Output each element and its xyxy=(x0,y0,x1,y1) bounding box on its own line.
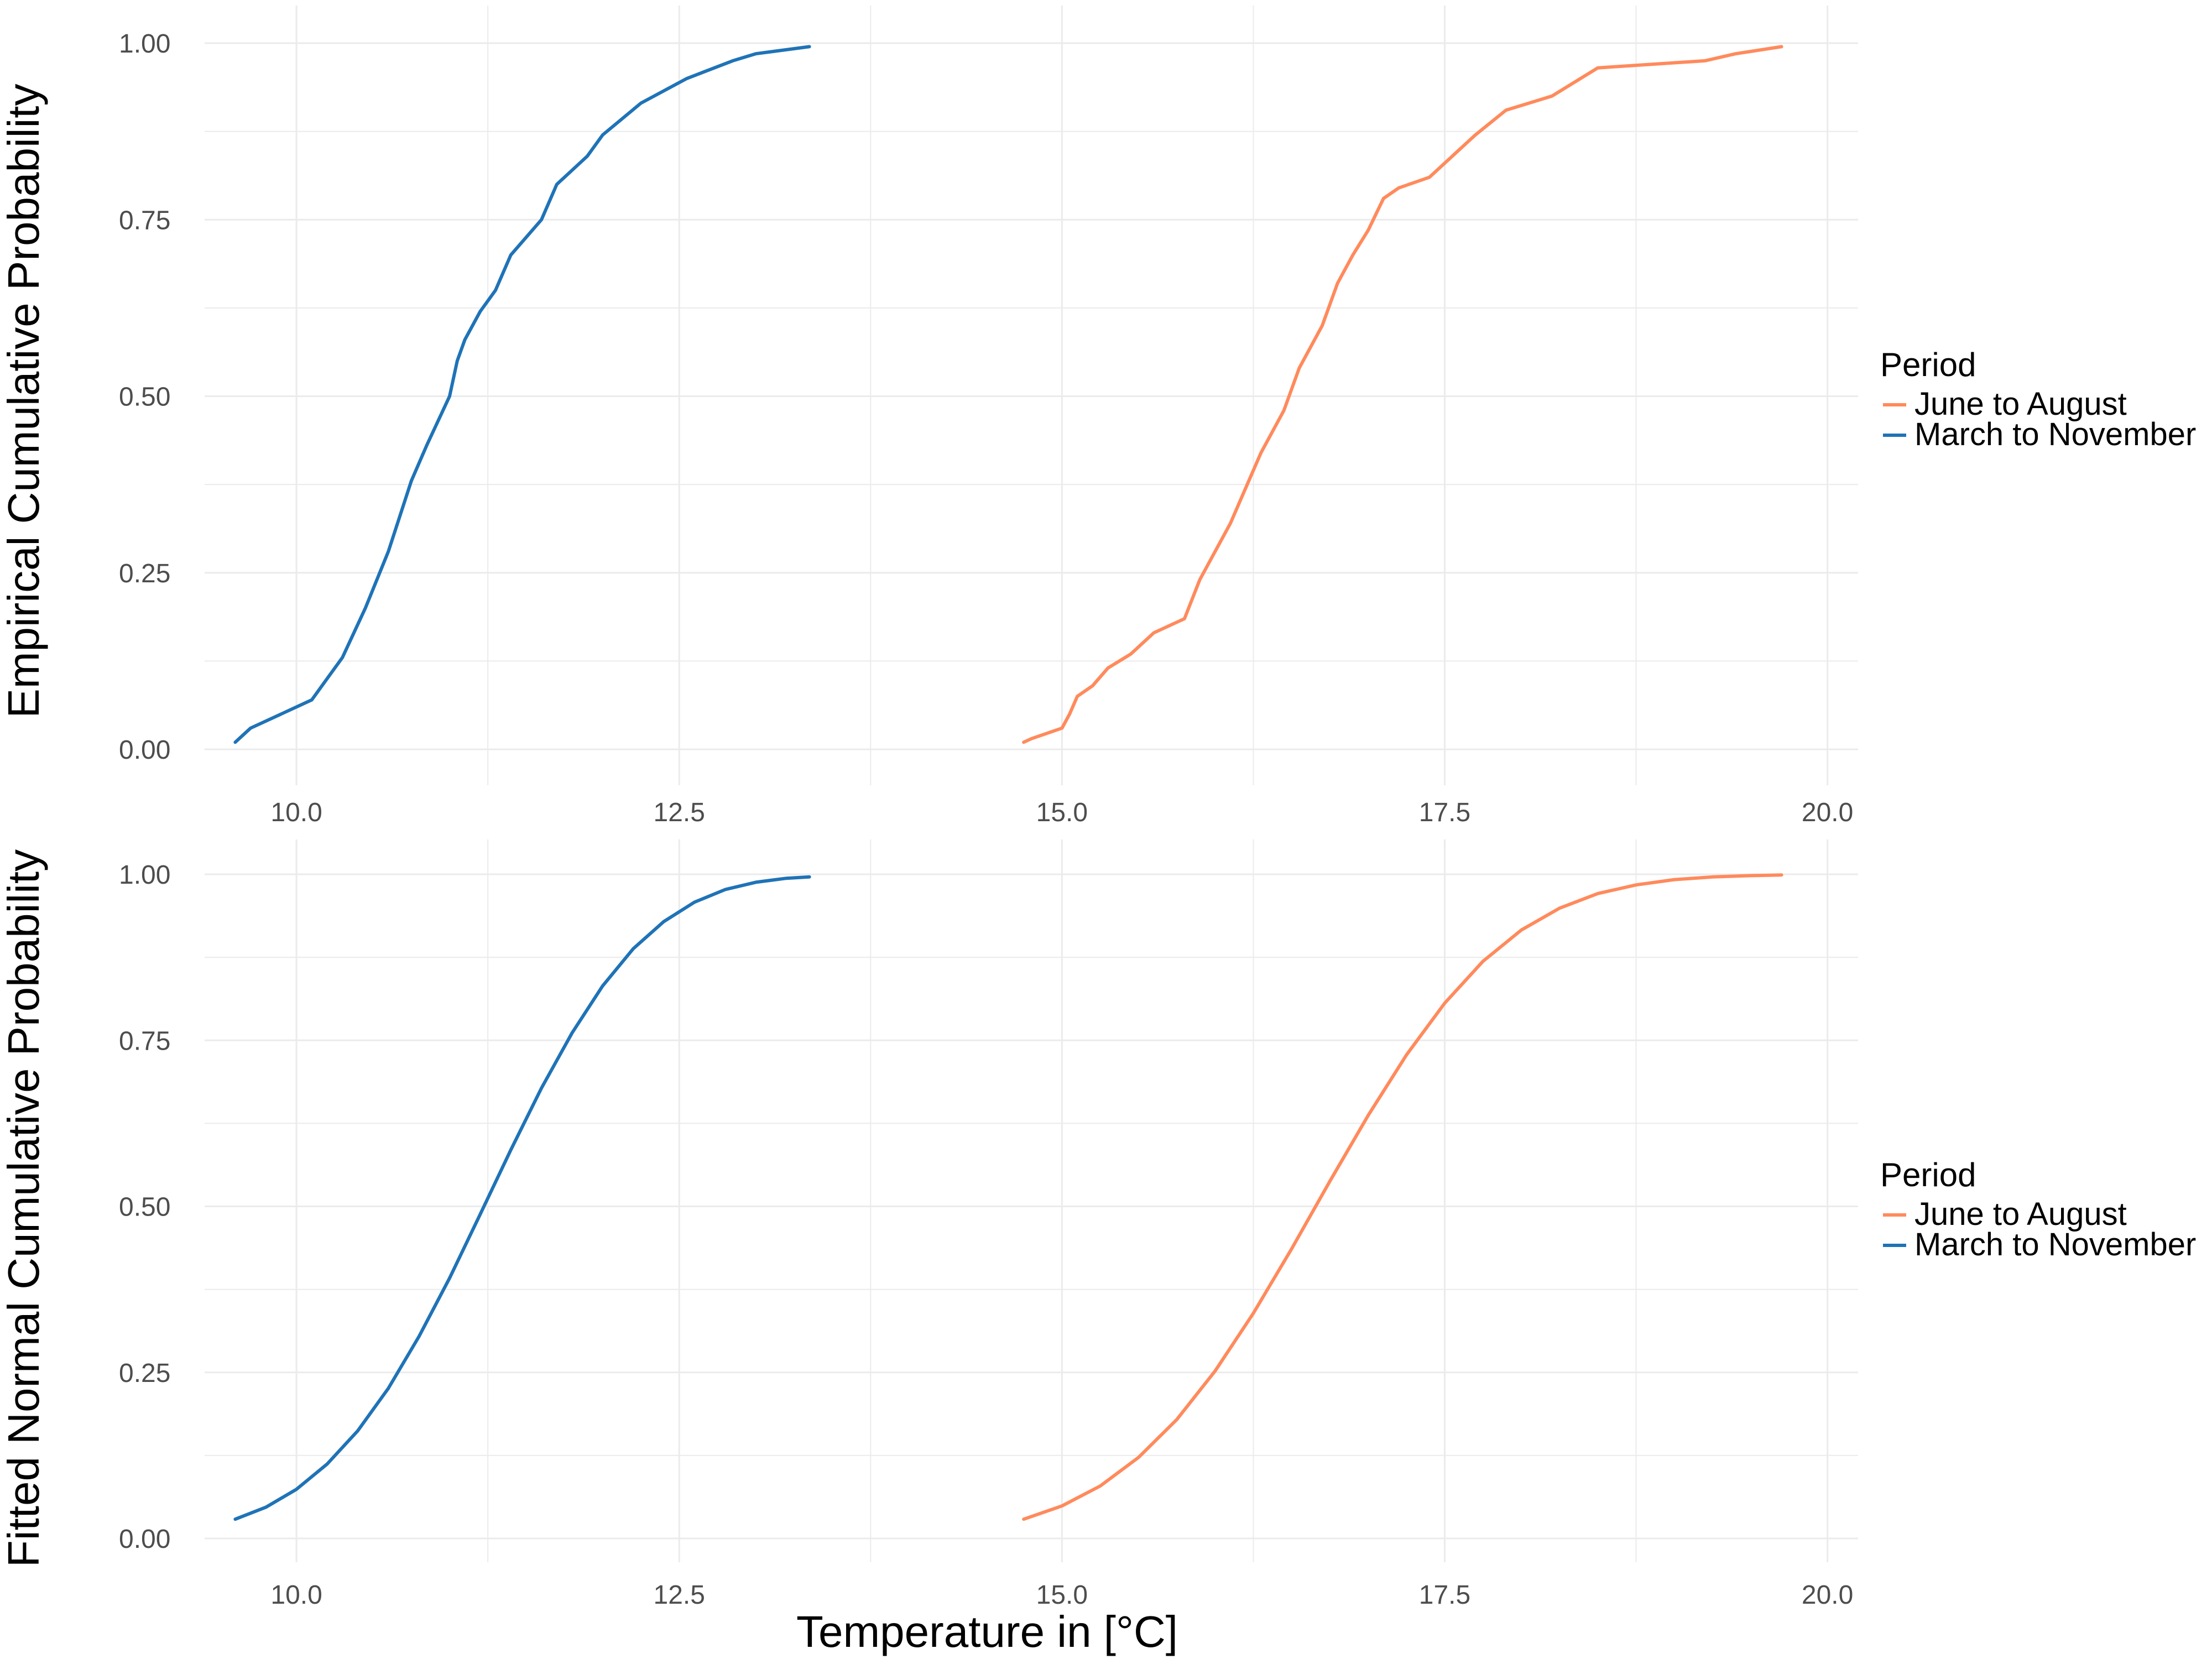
empirical-x-tick-label: 17.5 xyxy=(1419,798,1470,827)
fitted-x-tick-label: 17.5 xyxy=(1419,1580,1470,1610)
empirical-y-tick-label: 0.25 xyxy=(119,559,170,588)
fitted-y-tick-label: 1.00 xyxy=(119,860,170,890)
fitted-legend-label-june-to-august: June to August xyxy=(1914,1196,2127,1232)
empirical-legend: Period June to August March to November xyxy=(1880,346,2196,452)
x-axis-title: Temperature in [°C] xyxy=(796,1607,1178,1656)
empirical-x-tick-label: 10.0 xyxy=(270,798,322,827)
fitted-legend-label-march-to-november: March to November xyxy=(1914,1227,2196,1262)
empirical-series-lines xyxy=(233,45,1783,744)
empirical-cdf-panel: 0.00 0.25 0.50 0.75 1.00 10.0 12.5 15.0 17.5 20.… xyxy=(0,6,2196,827)
empirical-y-axis-title: Empirical Cumulative Probability xyxy=(0,84,48,718)
empirical-series-line-june-to-august xyxy=(1022,45,1783,744)
empirical-y-tick-label: 0.00 xyxy=(119,735,170,765)
fitted-normal-cdf-panel: 0.00 0.25 0.50 0.75 1.00 10.0 12.5 15.0 17.5 20.… xyxy=(0,839,2196,1610)
fitted-y-tick-label: 0.50 xyxy=(119,1193,170,1222)
empirical-legend-label-march-to-november: March to November xyxy=(1914,416,2196,452)
fitted-x-tick-label: 15.0 xyxy=(1036,1580,1088,1610)
empirical-series-line-march-to-november xyxy=(233,45,811,744)
empirical-y-tick-label: 1.00 xyxy=(119,29,170,59)
fitted-series-line-march-to-november xyxy=(233,875,811,1521)
fitted-series-lines xyxy=(233,873,1783,1521)
empirical-legend-title: Period xyxy=(1880,346,1976,383)
empirical-x-tick-labels: 10.0 12.5 15.0 17.5 20.0 xyxy=(270,798,1853,827)
fitted-y-tick-label: 0.00 xyxy=(119,1525,170,1554)
empirical-x-tick-label: 15.0 xyxy=(1036,798,1088,827)
empirical-y-tick-label: 0.50 xyxy=(119,383,170,412)
fitted-series-line-june-to-august xyxy=(1022,873,1783,1521)
fitted-y-tick-labels: 0.00 0.25 0.50 0.75 1.00 xyxy=(119,860,170,1554)
fitted-legend: Period June to August March to November xyxy=(1880,1156,2196,1262)
empirical-y-tick-label: 0.75 xyxy=(119,206,170,235)
empirical-grid xyxy=(205,6,1858,785)
fitted-y-tick-label: 0.25 xyxy=(119,1359,170,1388)
fitted-grid xyxy=(205,839,1858,1562)
empirical-legend-label-june-to-august: June to August xyxy=(1914,386,2127,422)
fitted-y-axis-title: Fitted Normal Cumulative Probability xyxy=(0,849,48,1567)
fitted-x-tick-labels: 10.0 12.5 15.0 17.5 20.0 xyxy=(270,1580,1853,1610)
fitted-legend-title: Period xyxy=(1880,1156,1976,1193)
fitted-x-tick-label: 12.5 xyxy=(654,1580,705,1610)
empirical-x-tick-label: 20.0 xyxy=(1802,798,1853,827)
empirical-y-tick-labels: 0.00 0.25 0.50 0.75 1.00 xyxy=(119,29,170,765)
fitted-y-tick-label: 0.75 xyxy=(119,1026,170,1056)
fitted-x-tick-label: 20.0 xyxy=(1802,1580,1853,1610)
fitted-x-tick-label: 10.0 xyxy=(270,1580,322,1610)
empirical-x-tick-label: 12.5 xyxy=(654,798,705,827)
